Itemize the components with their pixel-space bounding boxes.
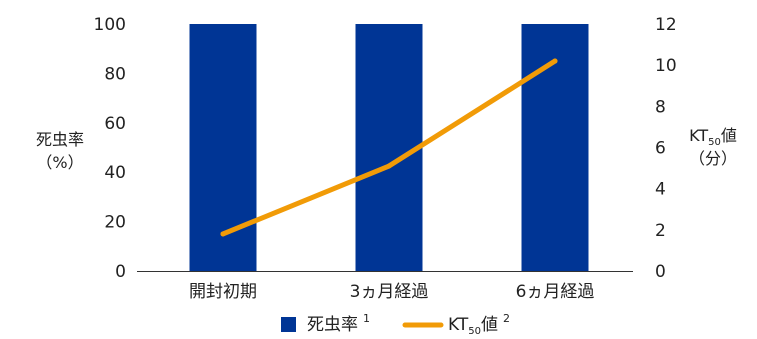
left-tick-label-1: 20 — [104, 213, 126, 233]
point-kt50-3 — [552, 58, 558, 64]
legend: 死虫率 1 KT50値 2 — [281, 312, 510, 337]
category-label-3: 6ヵ月経過 — [516, 282, 595, 302]
point-kt50-1 — [220, 231, 226, 237]
bar-mortality-1 — [189, 24, 257, 271]
legend-label-mortality: 死虫率 1 — [307, 312, 370, 335]
right-tick-labels: 0 2 4 6 8 10 12 — [655, 15, 677, 282]
category-labels: 開封初期 3ヵ月経過 6ヵ月経過 — [189, 282, 594, 302]
category-label-1: 開封初期 — [189, 282, 257, 302]
legend-swatch-mortality — [281, 317, 296, 332]
right-tick-label-3: 6 — [655, 139, 666, 159]
left-tick-label-5: 100 — [94, 15, 126, 35]
right-axis-title-line2: （分） — [689, 149, 737, 168]
right-axis-title-sub: 50 — [708, 137, 721, 148]
category-label-2: 3ヵ月経過 — [350, 282, 429, 302]
legend-mortality-label: 死虫率 — [307, 315, 358, 335]
legend-kt50-sup: 2 — [503, 312, 510, 325]
left-axis-title-line2: （%） — [36, 153, 83, 172]
line-layer — [220, 58, 558, 237]
legend-kt50-main: KT — [448, 315, 469, 335]
legend-label-kt50: KT50値 2 — [448, 312, 510, 335]
bars-layer — [189, 24, 589, 271]
right-tick-label-6: 12 — [655, 15, 677, 35]
legend-kt50-sub: 50 — [468, 326, 481, 335]
right-tick-label-5: 10 — [655, 56, 677, 76]
legend-mortality-sup: 1 — [363, 312, 370, 325]
right-tick-label-0: 0 — [655, 262, 666, 282]
right-tick-label-4: 8 — [655, 97, 666, 117]
point-kt50-2 — [386, 163, 392, 169]
legend-kt50-tail: 値 — [481, 315, 498, 335]
left-tick-label-2: 40 — [104, 163, 126, 183]
left-tick-label-0: 0 — [115, 262, 126, 282]
right-tick-label-1: 2 — [655, 221, 666, 241]
bar-mortality-3 — [521, 24, 589, 271]
right-axis-title-main: KT — [689, 126, 708, 145]
bar-mortality-2 — [355, 24, 423, 271]
left-tick-label-3: 60 — [104, 114, 126, 134]
right-axis-title-tail: 値 — [721, 126, 737, 145]
right-tick-label-2: 4 — [655, 180, 666, 200]
left-tick-label-4: 80 — [104, 64, 126, 84]
right-axis-title-line1: KT50値 — [689, 126, 737, 148]
left-tick-labels: 0 20 40 60 80 100 — [94, 15, 126, 282]
left-axis-title-line1: 死虫率 — [36, 130, 84, 149]
